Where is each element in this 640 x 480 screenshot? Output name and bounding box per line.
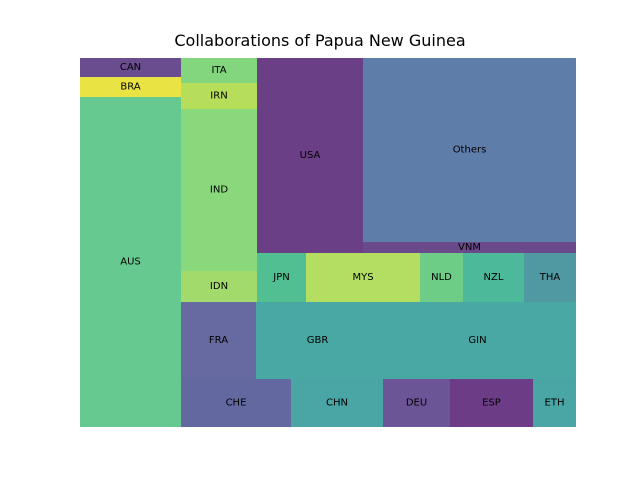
treemap-label-jpn: JPN bbox=[272, 272, 289, 283]
treemap-label-ind: IND bbox=[210, 185, 228, 196]
treemap-label-idn: IDN bbox=[210, 281, 228, 292]
treemap-cell-tha bbox=[524, 253, 576, 302]
treemap-cell-gbr bbox=[256, 302, 379, 379]
treemap-label-can: CAN bbox=[120, 62, 141, 73]
treemap-cell-ita bbox=[181, 58, 257, 83]
treemap-cell-jpn bbox=[257, 253, 306, 302]
treemap-label-chn: CHN bbox=[326, 398, 348, 409]
treemap-label-tha: THA bbox=[539, 272, 561, 283]
treemap-label-mys: MYS bbox=[352, 272, 373, 283]
treemap-cell-idn bbox=[181, 271, 257, 302]
treemap-cell-bra bbox=[80, 77, 181, 97]
treemap-cell-can bbox=[80, 58, 181, 77]
chart-title: Collaborations of Papua New Guinea bbox=[174, 31, 466, 50]
treemap-label-ita: ITA bbox=[211, 65, 226, 76]
treemap-label-che: CHE bbox=[226, 398, 247, 409]
treemap-cell-vnm bbox=[363, 242, 576, 253]
treemap-label-irn: IRN bbox=[210, 91, 227, 102]
treemap-label-deu: DEU bbox=[406, 398, 427, 409]
treemap-label-gbr: GBR bbox=[307, 335, 329, 346]
treemap-cell-fra bbox=[181, 302, 256, 379]
treemap-cell-mys bbox=[306, 253, 420, 302]
treemap-label-nzl: NZL bbox=[484, 272, 504, 283]
treemap-label-aus: AUS bbox=[120, 257, 141, 268]
treemap-cell-nld bbox=[420, 253, 463, 302]
treemap-cell-ind bbox=[181, 109, 257, 271]
treemap-cell-irn bbox=[181, 83, 257, 109]
treemap-cell-others bbox=[363, 58, 576, 242]
treemap-cell-usa bbox=[257, 58, 363, 253]
treemap-label-gin: GIN bbox=[468, 335, 486, 346]
treemap-cell-nzl bbox=[463, 253, 524, 302]
treemap-cell-aus bbox=[80, 97, 181, 427]
treemap-label-eth: ETH bbox=[545, 398, 565, 409]
treemap-cell-eth bbox=[533, 379, 576, 427]
treemap-label-nld: NLD bbox=[431, 272, 452, 283]
treemap-label-bra: BRA bbox=[120, 82, 140, 93]
treemap-label-usa: USA bbox=[300, 150, 321, 161]
treemap-label-others: Others bbox=[453, 145, 487, 156]
treemap-cell-gin bbox=[379, 302, 576, 379]
treemap-cell-che bbox=[181, 379, 291, 427]
treemap-label-esp: ESP bbox=[482, 398, 501, 409]
treemap-label-vnm: VNM bbox=[458, 242, 481, 253]
treemap-cell-deu bbox=[383, 379, 450, 427]
treemap-label-fra: FRA bbox=[209, 335, 228, 346]
treemap-cell-esp bbox=[450, 379, 533, 427]
treemap-cell-chn bbox=[291, 379, 383, 427]
